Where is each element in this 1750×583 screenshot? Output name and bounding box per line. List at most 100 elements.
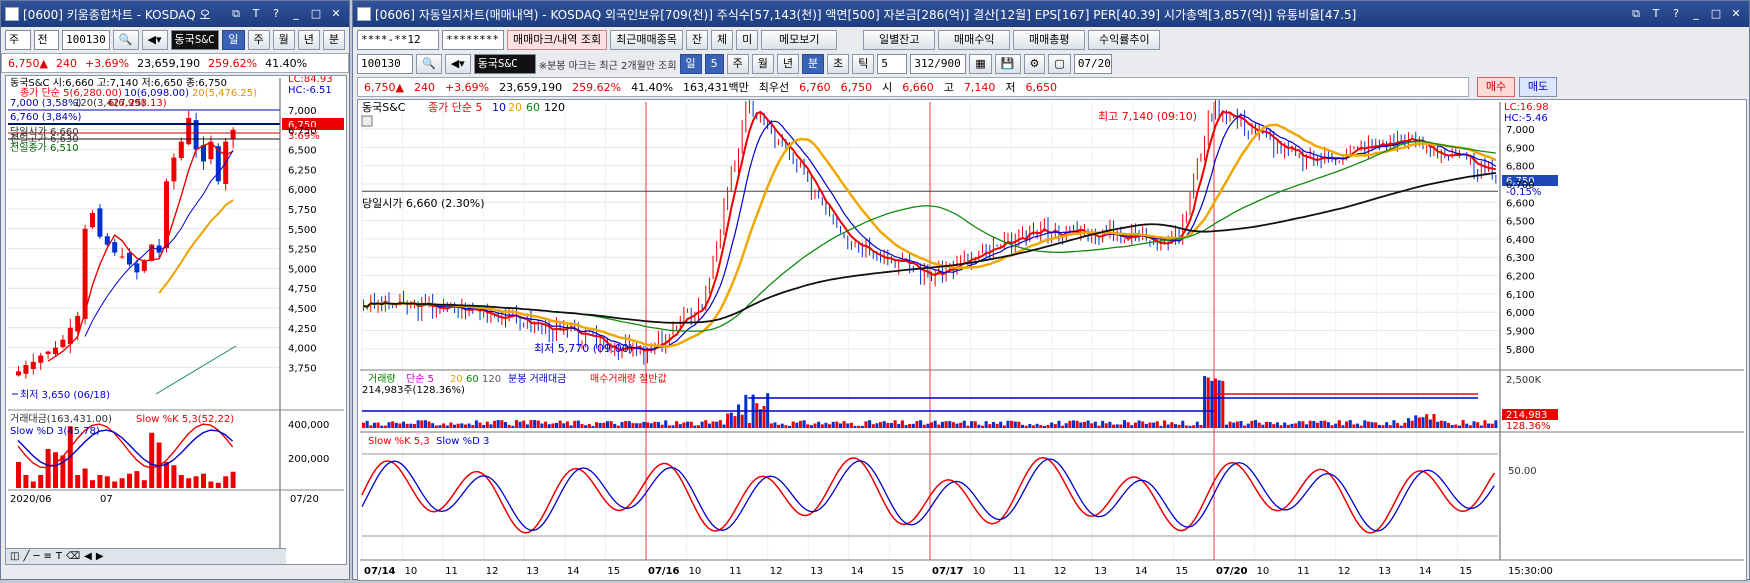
restore-icon[interactable]: ⧉ xyxy=(1632,7,1640,20)
xtick-label: 07/20 xyxy=(1216,566,1248,577)
arrow-left-icon[interactable]: ◀ xyxy=(84,551,92,562)
tab-second[interactable]: 초 xyxy=(827,54,850,74)
close-icon[interactable]: ✕ xyxy=(331,7,341,20)
period-select[interactable]: 전 xyxy=(33,30,60,50)
help-icon[interactable]: ? xyxy=(273,7,279,20)
change-pct: +3.69% xyxy=(444,80,490,94)
minimize-icon[interactable]: _ xyxy=(1693,7,1699,20)
buy-button[interactable]: 매수 xyxy=(1477,77,1515,97)
volume-bar xyxy=(1163,420,1167,428)
volume-bar xyxy=(587,423,591,428)
balance-tab[interactable]: 잔 xyxy=(685,30,709,50)
filled-tab[interactable]: 체 xyxy=(711,30,734,50)
search-icon[interactable]: 🔍 xyxy=(112,30,139,50)
right-titlebar[interactable]: [0606] 자동일지차트(매매내역) - KOSDAQ 외국인보유[709(천… xyxy=(353,1,1749,27)
tab-month[interactable]: 월 xyxy=(272,30,295,50)
mode-select[interactable]: 주 xyxy=(5,30,31,50)
calendar-icon[interactable]: ▢ xyxy=(1048,54,1071,74)
left-titlebar[interactable]: [0600] 키움종합차트 - KOSDAQ 오 ⧉ T ? _ □ ✕ xyxy=(1,1,349,27)
volume-bar xyxy=(955,423,959,428)
tab-year[interactable]: 년 xyxy=(297,30,320,50)
count-input[interactable]: 312/900 xyxy=(910,54,967,74)
volume-bar xyxy=(937,424,941,428)
right-chart[interactable]: 동국S&C 종가 단순 5 10 20 60 120 최고 7,140 (09:… xyxy=(357,95,1747,581)
right-chart-svg[interactable]: 동국S&C 종가 단순 5 10 20 60 120 최고 7,140 (09:… xyxy=(358,95,1746,580)
maximize-icon[interactable]: □ xyxy=(310,7,322,20)
xtick-label: 13 xyxy=(1094,566,1107,577)
zoom-icon[interactable]: ◫ xyxy=(10,551,20,562)
volume-bar xyxy=(605,421,609,428)
tab-minute[interactable]: 분 xyxy=(322,30,346,50)
sell-button[interactable]: 매도 xyxy=(1519,77,1557,97)
volume-bar xyxy=(1093,421,1097,428)
volume-bar xyxy=(1199,425,1203,428)
grid-toggle-icon[interactable] xyxy=(361,115,373,127)
volume-bar xyxy=(376,422,380,428)
help-icon[interactable]: ? xyxy=(1673,7,1679,20)
account-input[interactable]: ****-**12 xyxy=(357,30,439,50)
tab-year[interactable]: 년 xyxy=(776,54,800,74)
fib-tool-icon[interactable]: ≡ xyxy=(43,551,52,562)
restore-icon[interactable]: ⧉ xyxy=(232,7,240,20)
volume-bar xyxy=(693,425,697,428)
code-input[interactable]: 100130 xyxy=(357,54,413,74)
settings-icon[interactable]: ⚙ xyxy=(1023,54,1046,74)
eraser-icon[interactable]: ⌫ xyxy=(66,551,81,562)
trade-review-button[interactable]: 매매총평 xyxy=(1013,30,1086,50)
volume-bar xyxy=(1072,420,1076,428)
tab-day[interactable]: 일 xyxy=(679,54,702,74)
minimize-icon[interactable]: _ xyxy=(293,7,299,20)
font-icon[interactable]: T xyxy=(252,7,260,20)
tab-tick[interactable]: 틱 xyxy=(852,54,875,74)
tab-day[interactable]: 일 xyxy=(222,30,245,50)
volume-bar xyxy=(1326,422,1330,428)
recent-stocks-button[interactable]: 최근매매종목 xyxy=(610,30,683,50)
left-chart-svg[interactable]: 동국S&C 시:6,660 고:7,140 저:6,650 종:6,750 종가… xyxy=(6,74,346,564)
hline-tool-icon[interactable]: ─ xyxy=(33,551,40,562)
daily-balance-button[interactable]: 일별잔고 xyxy=(863,30,936,50)
tab-week[interactable]: 주 xyxy=(247,30,270,50)
search-icon[interactable]: 🔍 xyxy=(416,54,442,74)
maximize-icon[interactable]: □ xyxy=(1710,7,1722,20)
close-icon[interactable]: ✕ xyxy=(1731,7,1741,20)
volume-bar xyxy=(784,425,788,428)
grid-icon[interactable]: ▦ xyxy=(969,54,992,74)
arrow-right-icon[interactable]: ▶ xyxy=(95,551,104,562)
save-icon[interactable]: 💾 xyxy=(994,54,1021,74)
trade-profit-button[interactable]: 매매수익 xyxy=(938,30,1011,50)
tab-minute[interactable]: 분 xyxy=(802,54,825,74)
stock-name[interactable]: 동국S&C xyxy=(473,54,536,74)
sto-legend-d: Slow %D 3 xyxy=(436,436,489,447)
volume-bar xyxy=(1283,422,1287,428)
tab-five[interactable]: 5 xyxy=(704,54,724,74)
interval-select[interactable]: 5 xyxy=(877,54,908,74)
password-input[interactable]: ******** xyxy=(442,30,504,50)
ytick-label: 4,250 xyxy=(288,324,317,335)
volume-bar xyxy=(449,422,453,428)
code-input[interactable]: 100130 xyxy=(62,30,110,50)
left-chart[interactable]: 동국S&C 시:6,660 고:7,140 저:6,650 종:6,750 종가… xyxy=(5,74,347,565)
font-icon[interactable]: T xyxy=(1652,7,1660,20)
volume-bar xyxy=(1031,425,1035,428)
volume-bar xyxy=(394,422,398,428)
xtick-label: 07/17 xyxy=(932,566,964,577)
stock-name[interactable]: 동국S&C xyxy=(170,30,220,50)
return-trend-button[interactable]: 수익률추이 xyxy=(1088,30,1161,50)
trade-mark-button[interactable]: 매매마크/내역 조회 xyxy=(507,30,608,50)
volume-bar xyxy=(980,425,985,428)
unfilled-tab[interactable]: 미 xyxy=(736,30,759,50)
memo-button[interactable]: 메모보기 xyxy=(761,30,838,50)
speaker-icon[interactable]: ◀▾ xyxy=(141,30,168,50)
volume-bar xyxy=(208,481,214,488)
speaker-icon[interactable]: ◀▾ xyxy=(444,54,471,74)
line-tool-icon[interactable]: ╱ xyxy=(23,551,30,562)
volume-bar xyxy=(90,480,95,488)
overlay-a: 7,000 (3,58%) xyxy=(10,98,81,109)
date-input[interactable]: 07/20 xyxy=(1073,54,1112,74)
tab-month[interactable]: 월 xyxy=(751,54,774,74)
left-chart-tools[interactable]: ◫ ╱ ─ ≡ T ⌫ ◀ ▶ xyxy=(6,548,286,564)
xtick-label: 13 xyxy=(810,566,823,577)
text-tool-icon[interactable]: T xyxy=(55,551,63,562)
volume-bar xyxy=(773,422,777,428)
tab-week[interactable]: 주 xyxy=(726,54,749,74)
